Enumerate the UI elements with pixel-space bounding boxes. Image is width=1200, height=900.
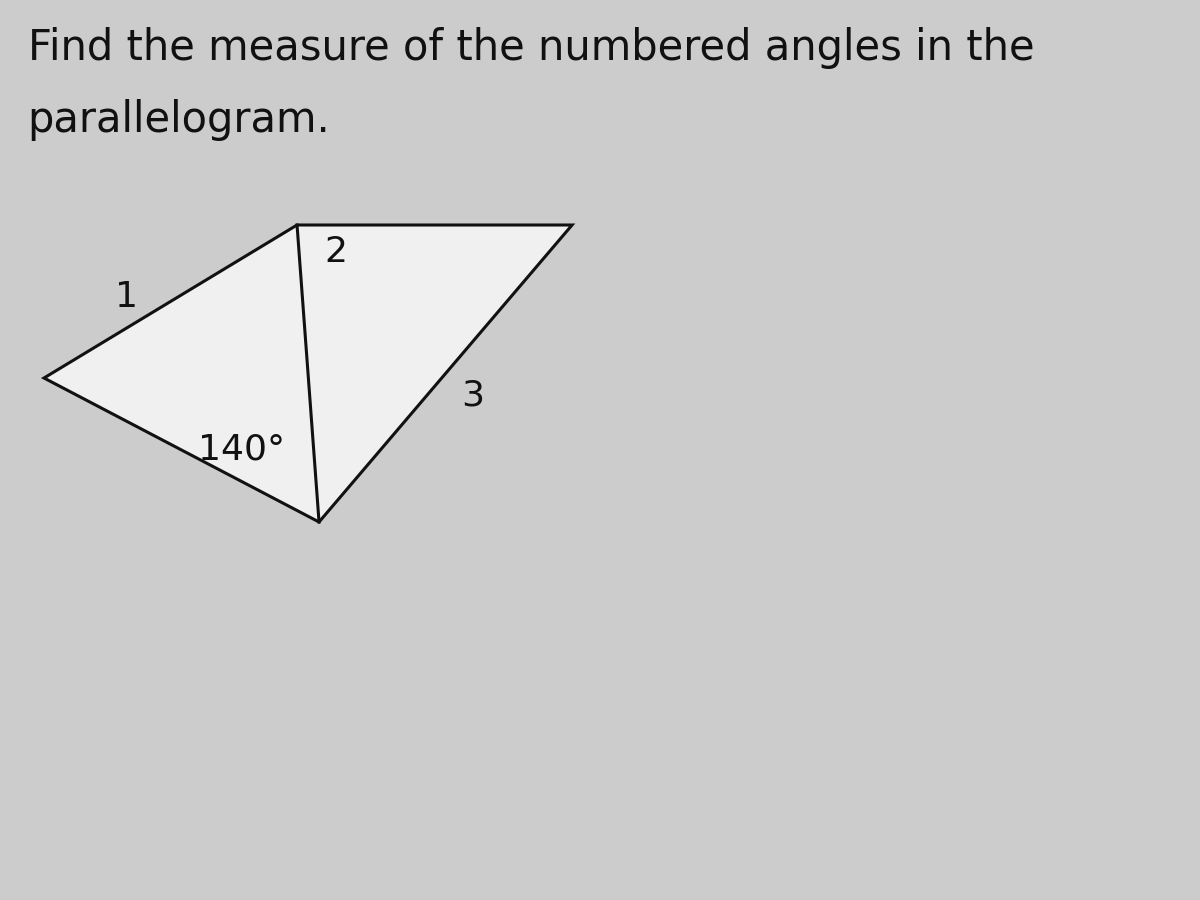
Polygon shape	[44, 225, 572, 522]
Text: 3: 3	[462, 379, 485, 413]
Text: 140°: 140°	[198, 433, 286, 467]
Text: Find the measure of the numbered angles in the: Find the measure of the numbered angles …	[28, 27, 1034, 69]
Text: 2: 2	[324, 235, 347, 269]
Text: parallelogram.: parallelogram.	[28, 99, 330, 141]
Text: 1: 1	[115, 280, 138, 314]
